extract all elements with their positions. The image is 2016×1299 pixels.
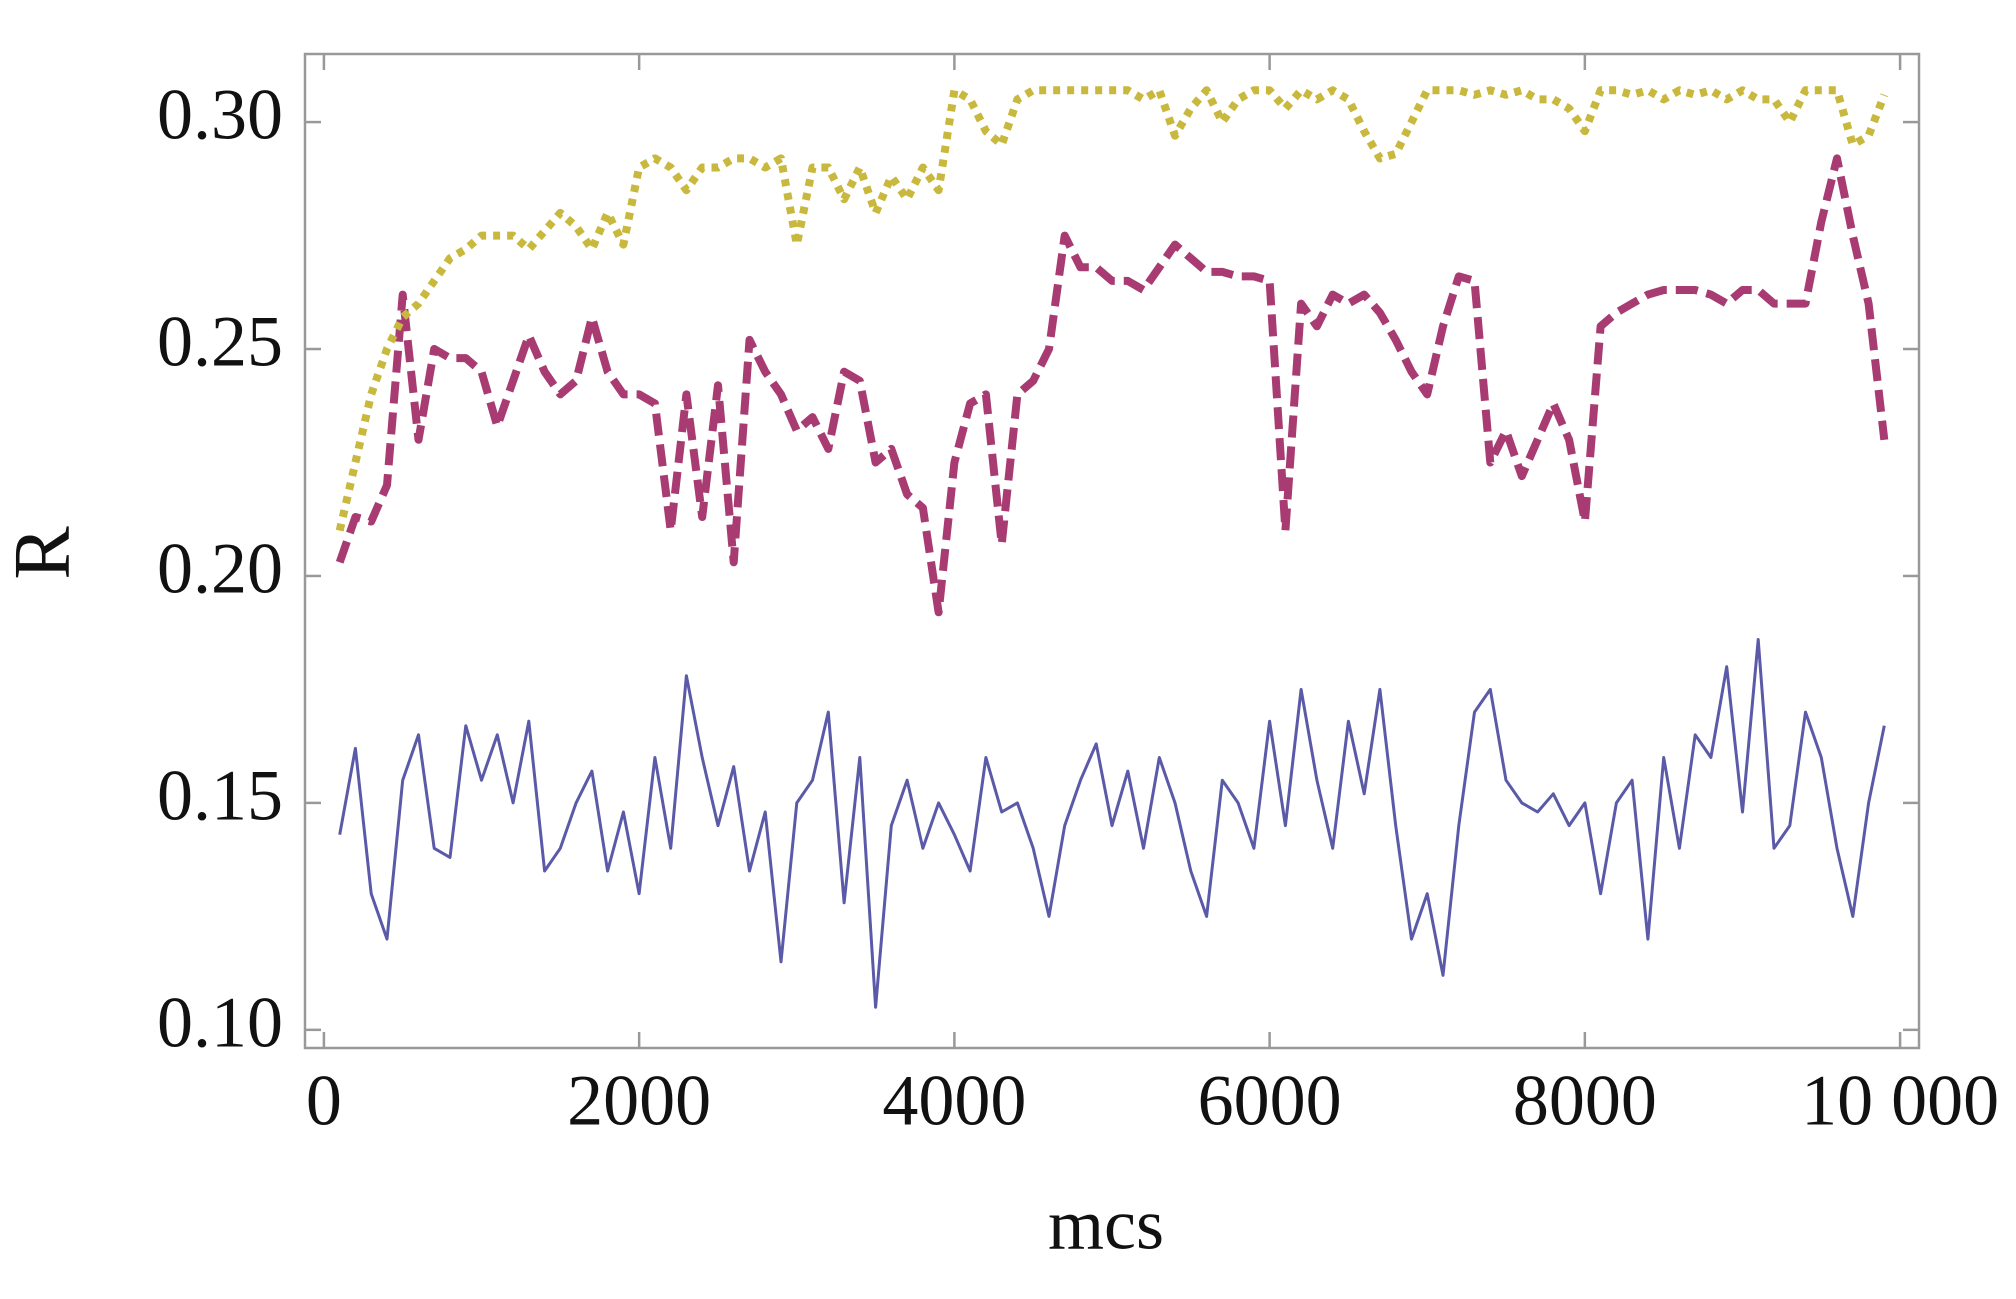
y-tick-label: 0.25	[157, 302, 283, 382]
series-line	[338, 638, 1886, 1009]
plot-frame	[303, 52, 1921, 1050]
y-tick-label: 0.10	[157, 982, 283, 1062]
y-tick-label: 0.30	[157, 75, 283, 155]
y-axis-label: R	[0, 526, 86, 580]
x-tick-label: 4000	[882, 1061, 1026, 1141]
x-tick-label: 8000	[1513, 1061, 1657, 1141]
x-tick-label: 6000	[1198, 1061, 1342, 1141]
y-tick-label: 0.20	[157, 528, 283, 608]
x-tick-label: 2000	[567, 1061, 711, 1141]
x-tick-label: 0	[306, 1061, 342, 1141]
x-axis-label: mcs	[1048, 1185, 1164, 1265]
x-tick-label: 10 000	[1801, 1061, 1999, 1141]
series-line	[335, 86, 1889, 532]
y-tick-label: 0.15	[157, 755, 283, 835]
series-line	[335, 154, 1889, 617]
